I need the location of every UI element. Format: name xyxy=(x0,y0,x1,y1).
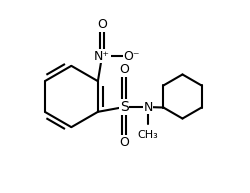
Text: CH₃: CH₃ xyxy=(138,130,158,140)
Text: N: N xyxy=(143,101,153,113)
Text: O⁻: O⁻ xyxy=(124,50,140,63)
Text: O: O xyxy=(97,18,107,31)
Text: N⁺: N⁺ xyxy=(94,50,110,63)
Text: S: S xyxy=(120,100,128,114)
Text: O: O xyxy=(119,63,129,76)
Text: O: O xyxy=(119,136,129,149)
